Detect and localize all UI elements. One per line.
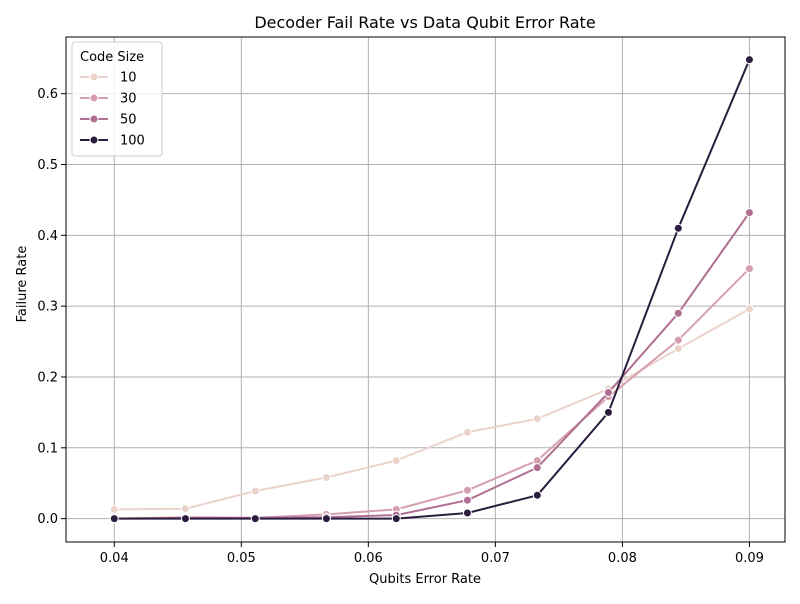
- series-group: [109, 55, 754, 524]
- series-line-10: [114, 308, 750, 511]
- data-point: [673, 335, 683, 345]
- data-point: [673, 344, 683, 354]
- legend-label: 30: [120, 92, 137, 107]
- data-point: [180, 504, 190, 514]
- x-axis-label: Qubits Error Rate: [369, 572, 481, 587]
- legend-marker: [89, 114, 99, 124]
- data-point: [109, 514, 119, 524]
- x-tick-label: 0.08: [608, 551, 637, 566]
- series-30: [109, 264, 754, 524]
- legend-label: 100: [120, 134, 145, 149]
- legend-marker: [89, 135, 99, 145]
- data-point: [109, 504, 119, 514]
- data-point: [532, 414, 542, 424]
- data-point: [180, 514, 190, 524]
- data-point: [744, 55, 754, 65]
- y-axis-ticks: 0.0 0.1 0.2 0.3 0.4 0.5 0.6: [37, 87, 66, 527]
- x-tick-label: 0.04: [100, 551, 129, 566]
- legend-item-100: 100: [80, 134, 145, 149]
- legend-marker: [89, 72, 99, 82]
- x-tick-label: 0.09: [735, 551, 764, 566]
- x-axis-ticks: 0.04 0.05 0.06 0.07 0.08 0.09: [100, 542, 764, 566]
- legend: Code Size 10 30 50 100: [71, 41, 163, 157]
- legend-label: 10: [120, 71, 137, 86]
- series-100: [109, 55, 754, 524]
- legend-item-50: 50: [80, 113, 137, 128]
- legend-marker: [89, 93, 99, 103]
- data-point: [250, 514, 260, 524]
- legend-title: Code Size: [80, 50, 144, 65]
- legend-item-30: 30: [80, 92, 137, 107]
- y-tick-label: 0.2: [37, 370, 58, 385]
- grid-lines: [66, 37, 785, 542]
- data-point: [532, 490, 542, 500]
- data-point: [462, 427, 472, 437]
- x-tick-label: 0.05: [227, 551, 256, 566]
- x-tick-label: 0.06: [354, 551, 383, 566]
- legend-box: [71, 41, 163, 157]
- data-point: [603, 388, 613, 398]
- data-point: [532, 463, 542, 473]
- data-point: [744, 208, 754, 218]
- series-line-50: [114, 212, 751, 520]
- data-point: [250, 486, 260, 496]
- legend-label: 50: [120, 113, 137, 128]
- data-point: [321, 473, 331, 483]
- legend-items: 10 30 50 100: [80, 71, 145, 149]
- data-point: [462, 485, 472, 495]
- y-axis-label: Failure Rate: [15, 246, 30, 323]
- y-tick-label: 0.4: [37, 229, 58, 244]
- chart-title: Decoder Fail Rate vs Data Qubit Error Ra…: [254, 13, 595, 32]
- y-tick-label: 0.3: [37, 300, 58, 315]
- data-point: [744, 264, 754, 274]
- y-tick-label: 0.0: [37, 512, 58, 527]
- legend-item-10: 10: [80, 71, 137, 86]
- y-tick-label: 0.6: [37, 87, 58, 102]
- series-line-100: [114, 59, 751, 520]
- series-50: [109, 208, 754, 524]
- data-point: [603, 407, 613, 417]
- plot-frame: [65, 36, 786, 543]
- data-point: [673, 308, 683, 318]
- data-point: [391, 456, 401, 466]
- data-point: [744, 304, 754, 314]
- data-point: [321, 514, 331, 524]
- y-tick-label: 0.1: [37, 441, 58, 456]
- data-point: [391, 514, 401, 524]
- x-tick-label: 0.07: [481, 551, 510, 566]
- data-point: [673, 223, 683, 233]
- data-point: [462, 508, 472, 518]
- y-tick-label: 0.5: [37, 158, 58, 173]
- data-point: [462, 495, 472, 505]
